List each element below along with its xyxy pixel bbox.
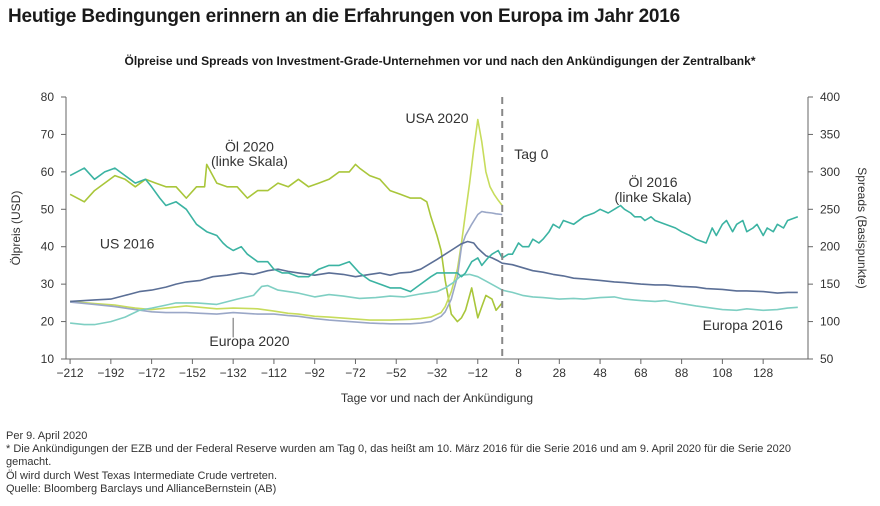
right-tick-label: 400 bbox=[820, 90, 840, 104]
x-tick-label: 8 bbox=[515, 366, 522, 380]
x-tick-label: 28 bbox=[553, 366, 567, 380]
right-tick-label: 200 bbox=[820, 240, 840, 254]
x-tick-label: −152 bbox=[179, 366, 206, 380]
x-tick-label: −112 bbox=[261, 366, 287, 380]
x-tick-label: −12 bbox=[468, 366, 489, 380]
series-annotation: Öl 2020 bbox=[225, 137, 274, 154]
page-title: Heutige Bedingungen erinnern an die Erfa… bbox=[8, 6, 681, 27]
left-tick-label: 40 bbox=[41, 240, 55, 254]
chart-notes: Per 9. April 2020 * Die Ankündigungen de… bbox=[6, 430, 866, 496]
line-chart: 10 20 30 40 50 60 70 80 50 100 150 200 250 300 350 400 −… bbox=[9, 90, 869, 405]
x-tick-label: −192 bbox=[97, 366, 124, 380]
x-tick-label: 128 bbox=[753, 366, 773, 380]
right-tick-label: 150 bbox=[820, 277, 840, 291]
day0-label: Tag 0 bbox=[514, 146, 548, 162]
oil-note: Öl wird durch West Texas Intermediate Cr… bbox=[6, 469, 278, 482]
x-tick-label: −212 bbox=[57, 366, 84, 380]
x-tick-label: −72 bbox=[345, 366, 366, 380]
left-axis-title: Ölpreis (USD) bbox=[9, 191, 23, 266]
series-line-us-2016 bbox=[70, 240, 798, 303]
series-annotation: (linke Skala) bbox=[211, 153, 288, 169]
x-tick-label: 108 bbox=[712, 366, 732, 380]
source-note: Quelle: Bloomberg Barclays und AllianceB… bbox=[6, 482, 277, 495]
series-line-usa-2020 bbox=[70, 118, 503, 321]
x-tick-label: −172 bbox=[138, 366, 165, 380]
left-tick-label: 70 bbox=[41, 127, 55, 141]
right-tick-label: 350 bbox=[820, 127, 840, 141]
left-tick-label: 80 bbox=[41, 90, 55, 104]
x-tick-label: 48 bbox=[593, 366, 607, 380]
left-tick-label: 30 bbox=[41, 277, 55, 291]
series-annotation: Öl 2016 bbox=[629, 173, 678, 190]
as-of-date: Per 9. April 2020 bbox=[6, 430, 88, 442]
right-tick-label: 250 bbox=[820, 202, 840, 216]
left-tick-label: 60 bbox=[41, 165, 55, 179]
x-tick-label: 88 bbox=[675, 366, 689, 380]
series-line-europa-2020 bbox=[70, 210, 503, 325]
series-annotation: Europa 2016 bbox=[703, 317, 783, 333]
series-line-oel-2016 bbox=[69, 167, 799, 293]
chart-subtitle: Ölpreise und Spreads von Investment-Grad… bbox=[124, 54, 756, 68]
series-annotation: USA 2020 bbox=[405, 110, 468, 126]
right-tick-label: 100 bbox=[820, 315, 840, 329]
series-line-oel-2020 bbox=[69, 163, 503, 323]
series-annotation: US 2016 bbox=[100, 236, 155, 252]
axes: 10 20 30 40 50 60 70 80 50 100 150 200 250 300 350 400 −… bbox=[9, 90, 869, 405]
left-tick-label: 10 bbox=[41, 352, 55, 366]
x-tick-label: −32 bbox=[427, 366, 448, 380]
left-tick-label: 20 bbox=[41, 315, 55, 329]
series-annotation: (linke Skala) bbox=[615, 189, 692, 205]
series-layer bbox=[69, 118, 799, 326]
right-axis-title: Spreads (Basispunkte) bbox=[855, 167, 869, 288]
series-line-europa-2016 bbox=[70, 273, 798, 326]
x-axis-title: Tage vor und nach der Ankündigung bbox=[341, 391, 533, 405]
x-tick-label: −92 bbox=[305, 366, 326, 380]
x-tick-label: −132 bbox=[220, 366, 247, 380]
footnote: * Die Ankündigungen der EZB und der Fede… bbox=[6, 443, 791, 456]
right-tick-label: 300 bbox=[820, 165, 840, 179]
series-annotation: Europa 2020 bbox=[209, 333, 289, 349]
left-tick-label: 50 bbox=[41, 202, 55, 216]
x-tick-label: −52 bbox=[386, 366, 407, 380]
right-tick-label: 50 bbox=[820, 352, 834, 366]
x-tick-label: 68 bbox=[634, 366, 648, 380]
footnote-continuation: gemacht. bbox=[6, 456, 52, 469]
